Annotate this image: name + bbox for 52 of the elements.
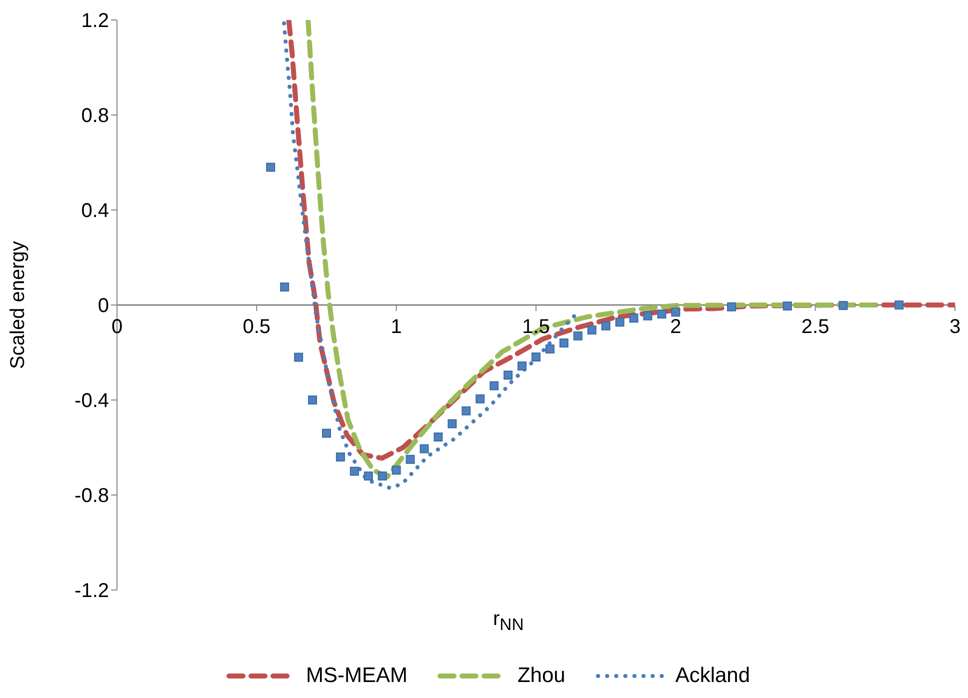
x-tick-label: 0.5 <box>242 316 271 338</box>
point <box>462 406 471 416</box>
x-tick-label: 1 <box>390 316 402 338</box>
point <box>336 452 345 462</box>
y-tick-label: 0.8 <box>81 105 109 128</box>
point <box>392 466 401 475</box>
point <box>573 331 582 340</box>
point <box>615 318 624 327</box>
point <box>350 466 359 476</box>
legend-label: Ackland <box>675 664 750 688</box>
point <box>364 472 373 480</box>
point <box>518 362 527 371</box>
y-tick-label: -1.2 <box>74 580 109 602</box>
point <box>448 419 457 428</box>
point <box>727 302 736 312</box>
legend-label: MS-MEAM <box>306 664 408 688</box>
y-tick-label: -0.8 <box>74 485 109 508</box>
y-tick-label: 0 <box>98 295 109 318</box>
y-tick-label: 1.2 <box>81 10 109 32</box>
point <box>266 162 276 172</box>
point <box>322 428 331 438</box>
point <box>601 321 610 330</box>
x-tick-label: 3 <box>949 316 961 338</box>
x-tick-label: 0 <box>111 316 123 338</box>
point <box>545 344 554 354</box>
point <box>308 396 318 404</box>
point <box>629 314 638 323</box>
point <box>657 310 666 319</box>
point <box>294 352 304 362</box>
y-tick-label: -0.4 <box>74 390 109 412</box>
point <box>434 432 443 442</box>
point <box>838 300 848 310</box>
y-tick-label: 0.4 <box>81 200 109 222</box>
x-tick-label: 2.5 <box>801 316 830 338</box>
legend-label: Zhou <box>517 664 566 688</box>
point <box>559 338 568 348</box>
point <box>280 282 290 292</box>
point <box>378 472 387 480</box>
point <box>406 454 415 464</box>
x-tick-label: 2 <box>670 316 682 338</box>
point <box>587 325 596 334</box>
point <box>782 301 792 310</box>
point <box>476 394 485 404</box>
point <box>894 300 904 310</box>
point <box>420 444 429 454</box>
point <box>643 311 652 320</box>
x-axis-title: r$_{NN}$ <box>493 608 525 635</box>
point <box>671 308 680 317</box>
point <box>490 381 499 390</box>
point <box>532 352 540 362</box>
point <box>504 370 513 380</box>
y-axis-title: Scaled energy <box>7 241 30 369</box>
